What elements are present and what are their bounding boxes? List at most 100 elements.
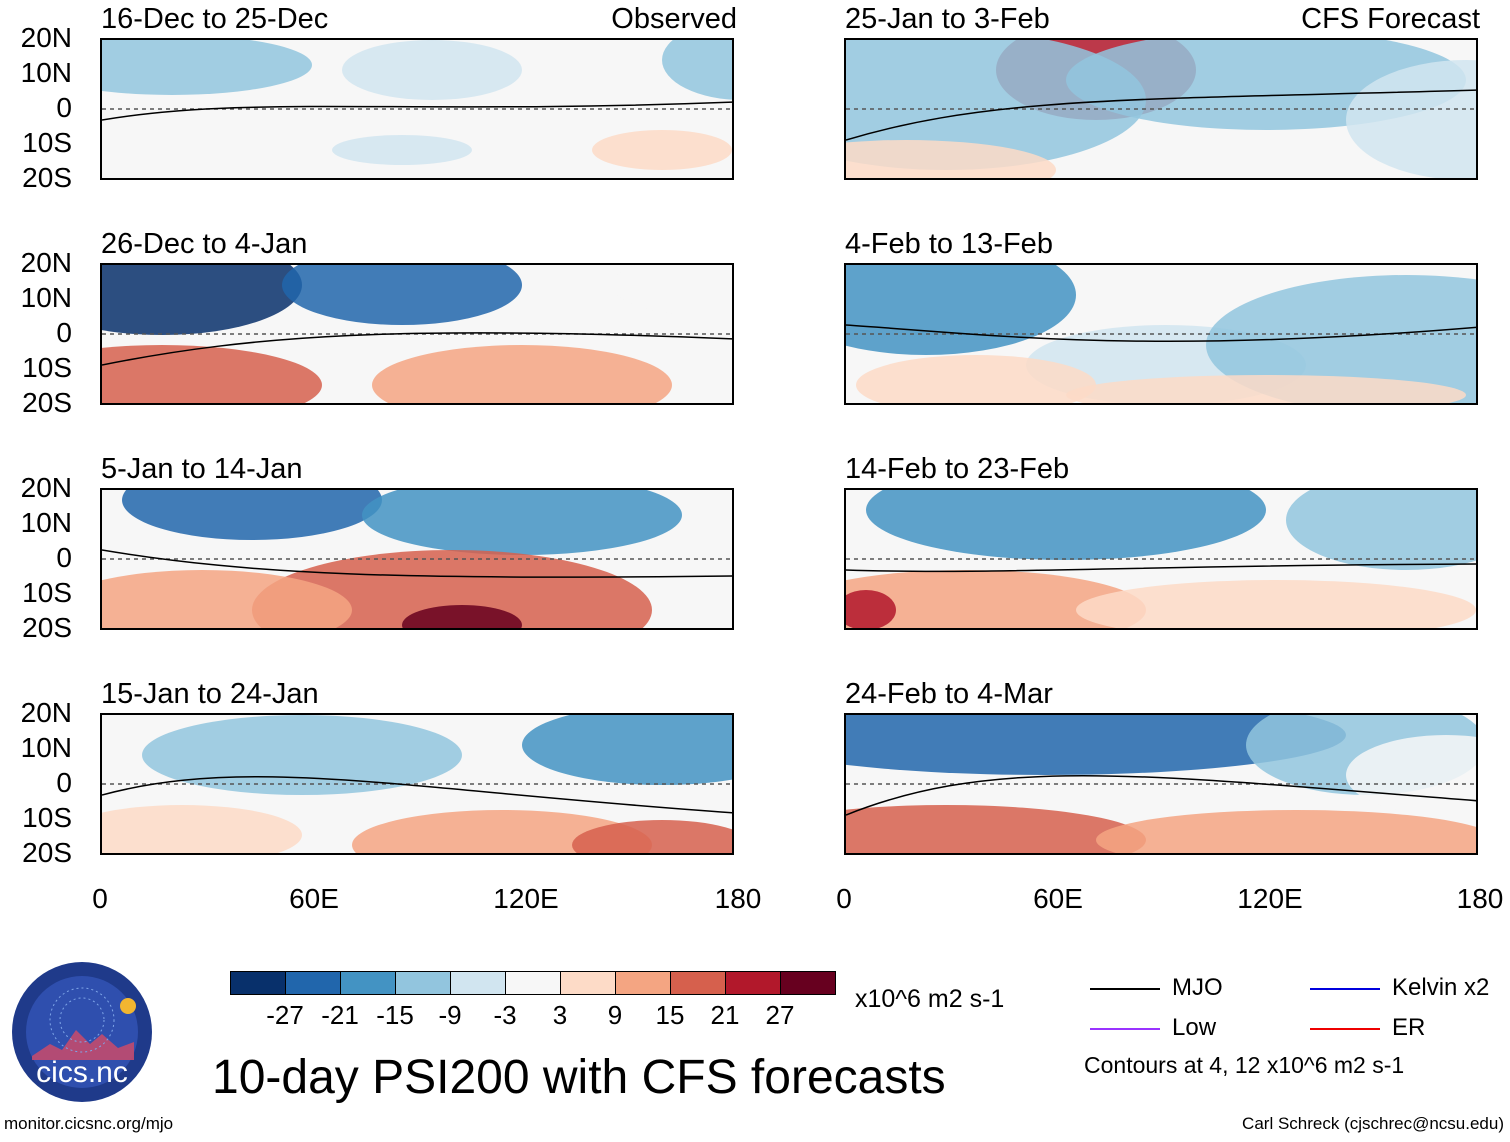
legend-er-label: ER — [1392, 1014, 1426, 1041]
psi-shading-2-3 — [372, 345, 672, 403]
lat-label-row2-2: 0 — [56, 317, 72, 348]
colorbar-swatch-5 — [505, 971, 561, 995]
mjo-contour-1 — [102, 101, 732, 121]
footer-credit: Carl Schreck (cjschrec@ncsu.edu) — [1242, 1114, 1504, 1133]
psi-shading-6-3 — [856, 355, 1096, 403]
legend-low-label: Low — [1172, 1014, 1217, 1041]
map-field-6 — [846, 265, 1476, 403]
colorbar-tick-9: 27 — [765, 1000, 795, 1030]
map-panel-5 — [844, 38, 1478, 180]
colorbar-swatch-10 — [780, 971, 836, 995]
psi-shading-1-4 — [662, 40, 732, 100]
lat-label-row3-2: 0 — [56, 542, 72, 573]
psi-shading-6-4 — [1066, 375, 1466, 403]
psi-shading-7-3 — [1076, 580, 1476, 628]
footer-url[interactable]: monitor.cicsnc.org/mjo — [4, 1114, 174, 1133]
lat-label-row3-0: 20N — [20, 472, 72, 503]
colorbar-tick-7: 15 — [655, 1000, 685, 1030]
colorbar-swatch-8 — [670, 971, 726, 995]
map-panel-7 — [844, 488, 1478, 630]
logo-text: cics.nc — [36, 1056, 128, 1089]
lat-label-row2-0: 20N — [20, 247, 72, 278]
psi-shading-4-1 — [142, 715, 462, 795]
lon-label-right-60: 60E — [1033, 883, 1083, 914]
psi-shading-1-2 — [592, 130, 732, 170]
colorbar-swatch-0 — [230, 971, 286, 995]
colorbar-tick-8: 21 — [710, 1000, 740, 1030]
legend-er-line — [1310, 1028, 1380, 1030]
lon-label-left-120: 120E — [493, 883, 559, 914]
lon-label-right-180: 180 — [1456, 883, 1504, 914]
map-field-4 — [102, 715, 732, 853]
psi-shading-8-2 — [846, 805, 1146, 853]
lat-label-row2-1: 10N — [20, 282, 72, 313]
observed-label: Observed — [611, 3, 737, 35]
map-field-7 — [846, 490, 1476, 628]
map-field-1 — [102, 40, 732, 170]
lon-label-left-180: 180 — [714, 883, 762, 914]
map-field-2 — [102, 265, 732, 403]
psi-shading-3-2 — [252, 550, 652, 628]
lat-label-row4-4: 20S — [22, 837, 72, 868]
panel-title-6: 4-Feb to 13-Feb — [845, 228, 1053, 260]
psi-shading-8-3 — [1096, 810, 1476, 853]
forecast-label: CFS Forecast — [1301, 3, 1480, 35]
psi-shading-5-2 — [846, 40, 1146, 170]
mjo-contour-6 — [846, 324, 1476, 343]
panel-title-5: 25-Jan to 3-Feb — [845, 3, 1050, 35]
logo-graphic — [12, 962, 152, 1102]
colorbar-swatch-6 — [560, 971, 616, 995]
lat-label-row3-1: 10N — [20, 507, 72, 538]
psi-shading-3-0 — [122, 490, 382, 540]
psi-shading-8-4 — [1346, 735, 1476, 815]
psi-shading-3-1 — [362, 490, 682, 555]
lat-label-row1-2: 0 — [56, 92, 72, 123]
mjo-contour-8 — [846, 775, 1476, 816]
lon-label-left-0: 0 — [92, 883, 108, 914]
legend-low-line — [1090, 1028, 1160, 1030]
lon-label-right-0: 0 — [836, 883, 852, 914]
colorbar-tick-2: -15 — [376, 1000, 414, 1030]
panel-title-8: 24-Feb to 4-Mar — [845, 678, 1053, 710]
psi-shading-2-2 — [102, 345, 322, 403]
map-field-5 — [846, 40, 1476, 178]
map-panel-2 — [100, 263, 734, 405]
panel-title-1: 16-Dec to 25-Dec — [101, 3, 329, 35]
psi-shading-7-4 — [846, 590, 896, 628]
lat-label-row2-4: 20S — [22, 387, 72, 418]
colorbar-swatch-9 — [725, 971, 781, 995]
map-panel-3 — [100, 488, 734, 630]
cics-logo: cics.nc — [10, 960, 154, 1104]
map-panel-8 — [844, 713, 1478, 855]
mjo-contour-4 — [102, 776, 732, 814]
lat-label-row2-3: 10S — [22, 352, 72, 383]
lat-label-row3-4: 20S — [22, 612, 72, 643]
contour-note: Contours at 4, 12 x10^6 m2 s-1 — [1084, 1052, 1405, 1078]
colorbar-swatch-7 — [615, 971, 671, 995]
legend-mjo-label: MJO — [1172, 974, 1223, 1001]
legend-kelvin-line — [1310, 988, 1380, 990]
lat-label-row1-4: 20S — [22, 162, 72, 193]
panel-title-3: 5-Jan to 14-Jan — [101, 453, 303, 485]
colorbar-swatch-2 — [340, 971, 396, 995]
colorbar-tick-1: -21 — [321, 1000, 359, 1030]
map-panel-4 — [100, 713, 734, 855]
lon-label-right-120: 120E — [1237, 883, 1303, 914]
psi-shading-3-3 — [102, 570, 352, 628]
panel-title-4: 15-Jan to 24-Jan — [101, 678, 319, 710]
colorbar-tick-0: -27 — [266, 1000, 304, 1030]
mjo-contour-5 — [846, 89, 1476, 141]
colorbar-swatch-3 — [395, 971, 451, 995]
psi-shading-7-0 — [866, 490, 1266, 560]
colorbar-tick-4: -3 — [493, 1000, 517, 1030]
mjo-contour-3 — [102, 549, 732, 578]
psi-shading-2-0 — [102, 265, 302, 335]
colorbar-swatch-1 — [285, 971, 341, 995]
main-title: 10-day PSI200 with CFS forecasts — [212, 1051, 946, 1104]
psi-shading-7-2 — [846, 570, 1146, 628]
map-field-3 — [102, 490, 732, 628]
psi-shading-6-0 — [846, 265, 1076, 355]
lat-label-row4-3: 10S — [22, 802, 72, 833]
colorbar-tick-6: 9 — [607, 1000, 623, 1030]
legend-kelvin-label: Kelvin x2 — [1392, 974, 1490, 1001]
